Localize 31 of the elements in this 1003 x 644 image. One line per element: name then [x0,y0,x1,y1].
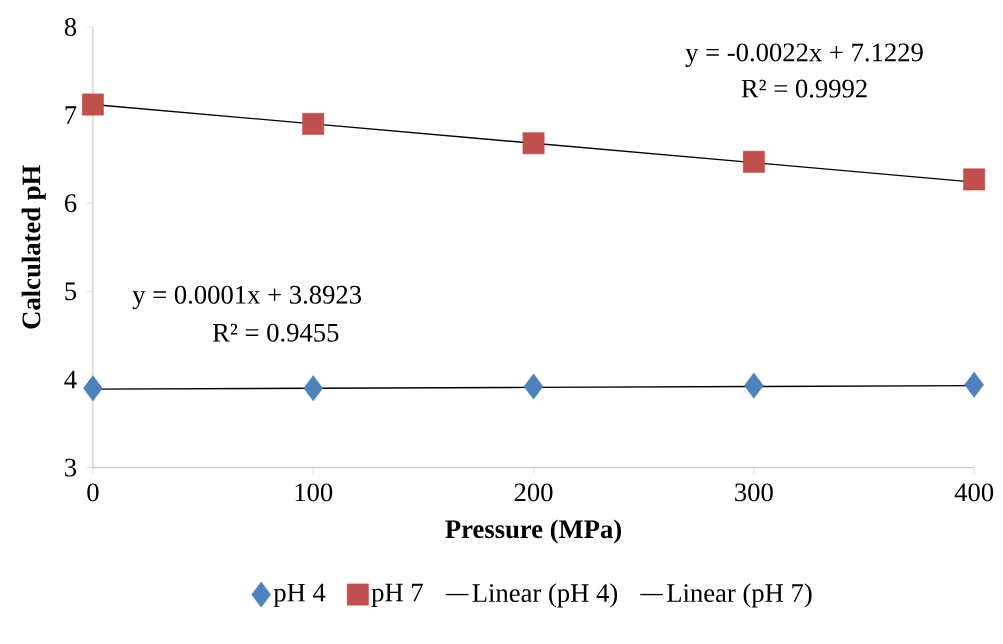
point [83,375,103,401]
x-axis-title: Pressure (MPa) [445,519,622,544]
annotation: y = -0.0022x + 7.1229 [685,43,923,67]
y-tick-label: 8 [64,17,77,36]
y-tick-label: 3 [65,458,77,477]
x-tick-label: 300 [735,483,773,502]
point [82,93,104,116]
y-axis-title: Calculated pH [21,165,46,329]
legend-label: Linear (pH 4) [472,583,618,608]
point [963,168,986,191]
annotation: y = 0.0001x + 3.8923 [132,285,362,310]
point [522,132,545,155]
legend-label: Linear (pH 7) [667,583,812,608]
x-tick-label: 200 [514,483,553,502]
point [744,372,764,399]
point [964,371,984,398]
point [302,112,325,135]
point [303,375,323,401]
y-tick-label: 5 [65,282,77,300]
annotation: R² = 0.9992 [741,79,867,98]
annotation: R² = 0.9455 [212,323,339,342]
point [523,373,544,400]
x-tick-label: 0 [87,483,99,502]
x-tick-label: 400 [954,483,994,502]
legend-label: pH 4 [273,583,326,607]
y-tick-label: 4 [64,370,77,389]
point [742,150,765,173]
y-tick-label: 7 [65,106,77,124]
x-tick-label: 100 [295,483,333,502]
legend-label: pH 7 [371,583,423,607]
y-tick-label: 6 [64,194,77,212]
